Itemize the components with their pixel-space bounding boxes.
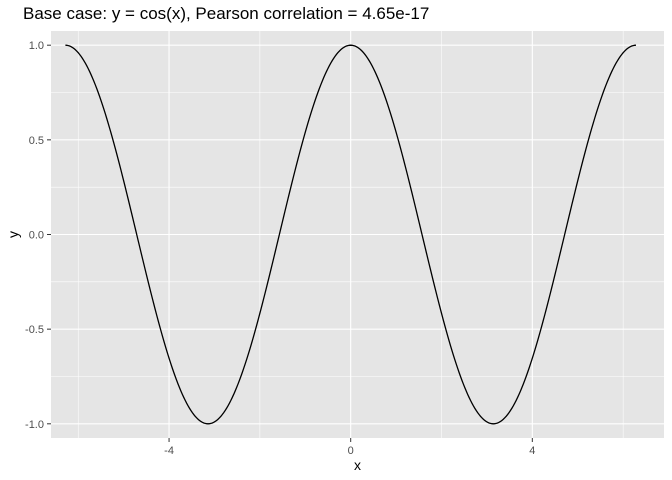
- y-tick-label: -0.5: [25, 324, 44, 336]
- y-tick-label: 1.0: [29, 40, 44, 52]
- x-tick-label: -4: [164, 445, 174, 457]
- chart-title: Base case: y = cos(x), Pearson correlati…: [23, 4, 430, 23]
- major-gridlines: [51, 31, 664, 438]
- y-axis: -1.0 -0.5 0.0 0.5 1.0: [25, 40, 51, 431]
- x-axis-title: x: [354, 457, 361, 473]
- series-line-cos: [65, 44, 637, 425]
- x-axis: -4 0 4: [164, 438, 535, 457]
- x-tick-label: 0: [348, 445, 354, 457]
- y-tick-label: 0.5: [29, 135, 44, 147]
- y-tick-label: -1.0: [25, 419, 44, 431]
- y-tick-label: 0.0: [29, 230, 44, 242]
- x-tick-label: 4: [529, 445, 535, 457]
- y-axis-title: y: [5, 231, 21, 238]
